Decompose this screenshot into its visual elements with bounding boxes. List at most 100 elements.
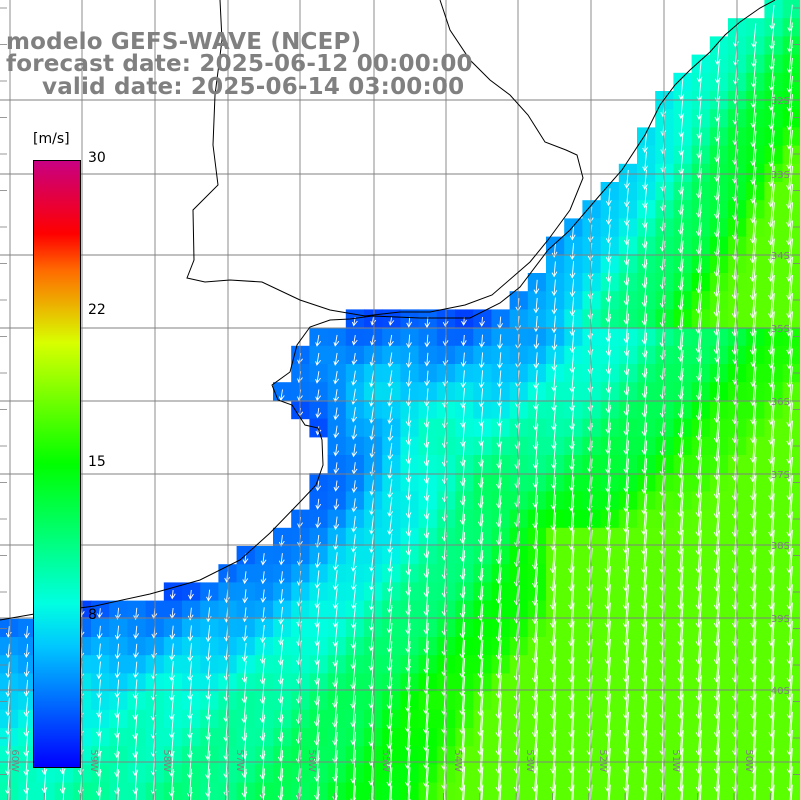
wind-arrow [606, 188, 612, 207]
longitude-label: 52W [597, 749, 608, 772]
wind-arrow [278, 624, 284, 646]
wind-arrow [187, 643, 194, 662]
wind-arrow [96, 625, 103, 640]
wind-arrow [533, 334, 540, 350]
latitude-label: 39S [771, 614, 790, 625]
wind-arrow [333, 352, 340, 366]
wind-arrow [205, 661, 212, 681]
wind-arrow [405, 406, 412, 427]
wind-arrow [135, 787, 138, 800]
wind-arrow [569, 242, 576, 260]
wind-arrow [771, 766, 775, 800]
colorbar-tick-15: 15 [88, 454, 106, 470]
wind-arrow [242, 589, 249, 604]
wind-arrow [315, 426, 322, 436]
wind-arrow [350, 588, 357, 610]
wind-arrow [315, 407, 322, 419]
wind-arrow [62, 787, 65, 800]
wind-arrow [333, 443, 340, 457]
wind-arrow [208, 787, 211, 800]
wind-speed-cell [782, 163, 800, 183]
wind-arrow [333, 480, 340, 492]
latitude-label: 34S [771, 251, 790, 262]
wind-arrow [351, 498, 358, 513]
wind-arrow [278, 606, 285, 625]
wind-arrow [314, 624, 321, 647]
wind-arrow [369, 406, 376, 424]
wind-arrow [534, 766, 538, 800]
wind-speed-cell [782, 72, 800, 92]
wind-arrow [23, 643, 30, 658]
wind-arrow [551, 334, 558, 351]
wind-arrow [481, 784, 484, 800]
wind-arrow [333, 516, 340, 531]
wind-arrow [369, 569, 375, 591]
wind-arrow [333, 389, 340, 403]
wind-arrow [260, 571, 267, 585]
wind-arrow [315, 389, 322, 402]
wind-arrow [317, 786, 320, 800]
wind-arrow [462, 766, 466, 800]
wind-arrow [133, 643, 139, 659]
wind-arrow [405, 767, 411, 800]
wind-arrow [278, 535, 285, 547]
wind-arrow [536, 784, 538, 800]
wind-arrow [387, 406, 394, 425]
wind-arrow [605, 224, 612, 244]
wind-arrow [554, 784, 557, 800]
wind-arrow [315, 352, 321, 366]
wind-arrow [423, 406, 430, 428]
wind-arrow [387, 479, 394, 499]
wind-arrow [627, 784, 629, 800]
wind-arrow [169, 643, 176, 661]
wind-arrow [133, 625, 139, 640]
wind-arrow [351, 335, 358, 346]
wind-arrow [114, 679, 121, 698]
wind-arrow [405, 515, 412, 537]
wind-arrow [314, 570, 321, 589]
model-title: modelo GEFS-WAVE (NCEP) [6, 29, 362, 55]
wind-arrow [281, 786, 284, 800]
wind-arrow [96, 697, 103, 718]
wind-arrow [533, 297, 540, 314]
wind-arrow [496, 388, 503, 407]
latitude-label: 33S [771, 170, 790, 181]
colorbar-tick-22: 22 [88, 302, 106, 318]
wind-speed-cell [782, 109, 800, 128]
wind-arrow [387, 352, 394, 368]
wind-arrow [169, 661, 175, 682]
wind-speed-cell [782, 400, 800, 420]
wind-arrow [242, 571, 249, 585]
wind-arrow [96, 661, 103, 680]
wind-arrow [480, 766, 484, 800]
wind-arrow [332, 588, 339, 610]
wind-arrow [569, 315, 576, 337]
wind-arrow [569, 297, 576, 317]
wind-arrow [390, 785, 393, 800]
wind-arrow [772, 784, 775, 800]
wind-arrow [333, 462, 340, 475]
wind-arrow [460, 388, 467, 409]
wind-arrow [8, 787, 10, 800]
wind-arrow [499, 784, 502, 800]
wind-speed-cell [782, 36, 800, 56]
wind-arrow [406, 316, 413, 328]
wind-arrow [387, 443, 394, 461]
wind-arrow [369, 533, 375, 554]
wind-arrow [190, 786, 192, 800]
wind-arrow [333, 534, 339, 551]
wind-arrow [496, 406, 503, 427]
wind-speed-cell [782, 364, 800, 383]
wind-arrow [680, 766, 684, 800]
wind-arrow [551, 279, 558, 297]
wind-arrow [718, 784, 720, 800]
wind-arrow [259, 642, 266, 664]
wind-arrow [350, 533, 357, 553]
wind-speed-cell [782, 382, 800, 401]
wind-arrow [369, 370, 376, 388]
wind-arrow [23, 679, 30, 697]
wind-arrow [99, 787, 101, 800]
wind-arrow [96, 643, 103, 660]
wind-arrow [115, 607, 121, 620]
wind-arrow [716, 766, 720, 800]
